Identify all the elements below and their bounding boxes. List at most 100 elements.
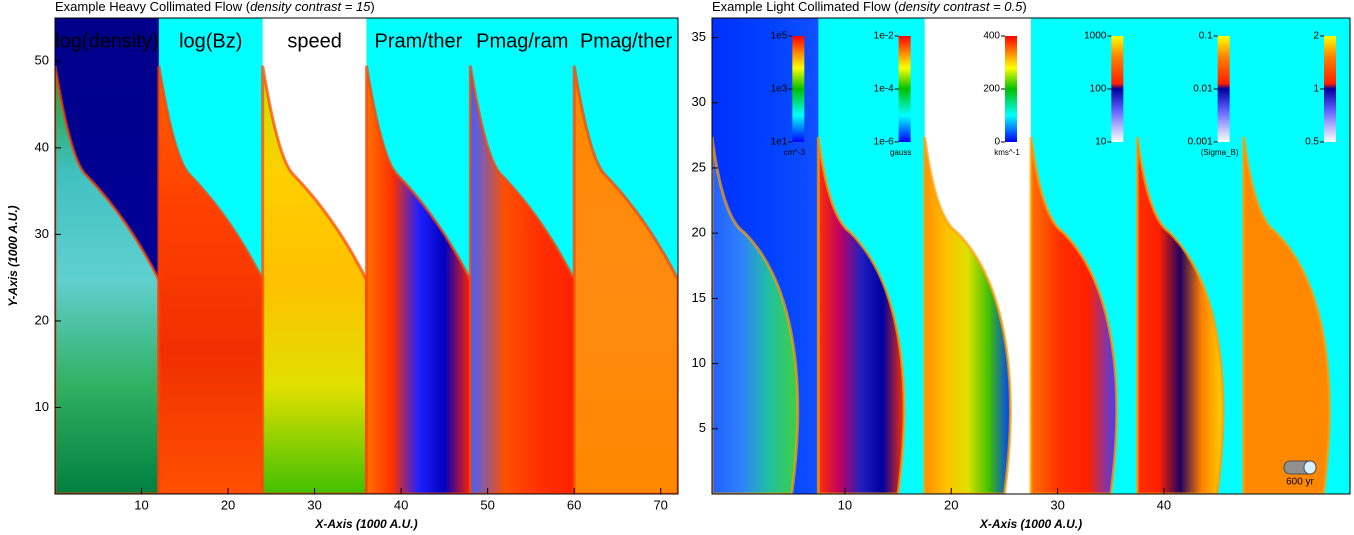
colorbar-label: 0.01 [1193,84,1213,95]
panel: Example Light Collimated Flow (density c… [692,0,1351,531]
y-tick-label: 5 [699,420,706,435]
plot-frame [54,17,679,495]
shock-edge [572,65,678,494]
y-tick-label: 30 [692,94,706,109]
colorbar-label: 2 [1313,31,1319,42]
bow-shock [262,65,367,494]
bow-shock [470,65,575,494]
title-text: Example Light Collimated Flow ( [712,0,899,14]
colorbar [1324,36,1336,142]
x-tick-label: 70 [653,497,667,512]
y-tick-label: 10 [692,355,706,370]
x-axis-label: X-Axis (1000 A.U.) [979,517,1082,531]
y-tick-label: 10 [35,399,49,414]
bow-shock [366,65,471,494]
shock-edge [816,136,906,494]
strip-label: log(Bz) [179,30,242,52]
colorbar-label: 1e-2 [874,31,894,42]
strip-label: Pram/ther [375,30,463,52]
colorbar [792,36,805,142]
bow-shock [55,65,159,494]
x-tick-label: 20 [944,497,958,512]
shock-edge [55,65,161,494]
colorbar-label: 1e5 [771,31,788,42]
x-tick-label: 30 [307,497,321,512]
colorbar-label: 1e-4 [874,84,894,95]
shock-edge [261,65,368,494]
strip-label: log(density) [55,30,158,52]
colorbar-unit: (Sigma_B) [1201,148,1239,157]
bow-shock [818,137,905,494]
x-tick-label: 30 [1050,497,1064,512]
colorbar-label: 400 [983,31,1000,42]
bow-shock [158,65,263,494]
colorbar-label: 1e-6 [874,137,894,148]
title-emphasis: density contrast = 15 [250,0,371,14]
colorbar-label: 0.001 [1188,137,1213,148]
bow-shock [924,137,1011,494]
colorbar-label: 1 [1313,84,1319,95]
bow-shock [712,137,798,494]
strip-label: Pmag/ram [476,30,568,52]
colorbar-label: 100 [1090,84,1107,95]
annotation: 600 yr [1286,477,1314,488]
colorbar [898,36,911,142]
colorbar-label: 1e3 [771,84,788,95]
y-tick-label: 20 [35,312,49,327]
colorbar-unit: gauss [890,148,911,157]
title-end: ) [370,0,374,14]
shock-edge [923,136,1012,494]
colorbar-label: 1000 [1084,31,1107,42]
y-tick-label: 20 [692,225,706,240]
x-tick-label: 60 [567,497,581,512]
title-emphasis: density contrast = 0.5 [898,0,1023,14]
shock-edge [468,65,576,494]
shock-edge [1242,136,1331,494]
colorbar-label: 0.5 [1305,137,1319,148]
title-end: ) [1022,0,1026,14]
y-tick-label: 50 [35,53,49,68]
colorbar [1005,36,1017,142]
shock-edge [1029,136,1119,494]
panel: Example Heavy Collimated Flow (density c… [6,0,679,531]
colorbar [1217,36,1230,142]
x-tick-label: 40 [394,497,408,512]
y-tick-label: 25 [692,159,706,174]
plot-frame [711,17,1351,495]
x-tick-label: 10 [134,497,148,512]
x-axis-label: X-Axis (1000 A.U.) [314,517,417,531]
y-axis-label: Y-Axis (1000 A.U.) [6,205,20,306]
bow-shock [574,65,678,494]
panel-title: Example Light Collimated Flow (density c… [712,0,1027,14]
colorbar-unit: cm^-3 [784,148,806,157]
strip-label: speed [287,30,342,52]
y-tick-label: 35 [692,29,706,44]
colorbar-label: 0.1 [1199,31,1213,42]
simulation-image [55,18,678,494]
simulation-image [712,18,1350,494]
y-tick-label: 30 [35,226,49,241]
shock-edge [1135,136,1225,494]
colorbar-label: 200 [983,84,1000,95]
bow-shock [1137,137,1224,494]
colorbar-label: 1e1 [771,137,788,148]
colorbar-label: 0 [994,137,1000,148]
x-tick-label: 40 [1157,497,1171,512]
bow-shock [1243,137,1330,494]
x-tick-label: 10 [838,497,852,512]
colorbar [1111,36,1124,142]
time-icon-cap [1303,460,1317,475]
y-tick-label: 15 [692,290,706,305]
colorbar-label: 10 [1095,137,1107,148]
shock-edge [365,65,472,494]
bow-shock [1031,137,1117,494]
panel-title: Example Heavy Collimated Flow (density c… [55,0,375,14]
shock-edge [712,136,800,494]
x-tick-label: 20 [221,497,235,512]
x-tick-label: 50 [480,497,494,512]
shock-edge [157,65,265,494]
strip-label: Pmag/ther [580,30,673,52]
y-tick-label: 40 [35,139,49,154]
title-text: Example Heavy Collimated Flow ( [55,0,251,14]
